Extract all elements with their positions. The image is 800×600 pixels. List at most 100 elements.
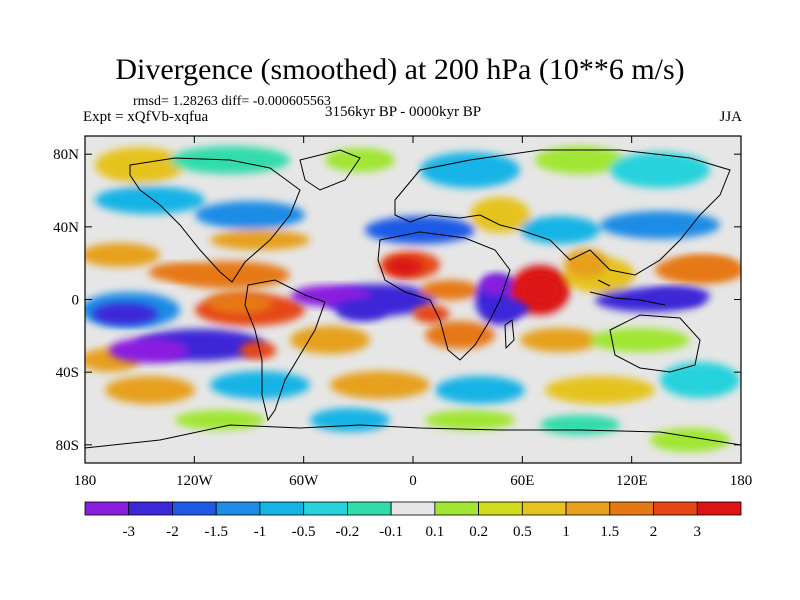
field-blob <box>195 201 305 229</box>
colorbar-label: 2 <box>650 524 658 540</box>
colorbar-swatch <box>653 501 698 516</box>
field-blob <box>175 410 265 430</box>
field-blob <box>420 280 480 300</box>
field-blob <box>650 428 730 452</box>
field-extreme <box>239 341 277 360</box>
colorbar-swatch <box>478 501 523 516</box>
field-blob <box>420 152 520 188</box>
field-blob <box>310 408 390 432</box>
field-blob <box>520 328 600 352</box>
season-label: JJA <box>719 109 742 125</box>
x-tick-label: 120W <box>176 473 214 489</box>
colorbar-swatch <box>521 501 567 516</box>
colorbar-label: 0.1 <box>425 524 444 540</box>
field-blobs <box>85 146 741 452</box>
field-blob <box>425 321 495 349</box>
y-tick-label: 80N <box>53 147 79 163</box>
x-tick-label: 60W <box>289 473 319 489</box>
field-blob <box>545 376 655 404</box>
field-blob <box>600 211 720 239</box>
stats-label: rmsd= 1.28263 diff= -0.000605563 <box>133 94 331 109</box>
field-blob <box>95 186 205 214</box>
colorbar-swatch <box>128 501 173 516</box>
colorbar-label: -2 <box>166 524 179 540</box>
colorbar-swatch <box>434 501 480 516</box>
colorbar-label: -0.2 <box>336 524 360 540</box>
colorbar-swatch <box>259 501 305 516</box>
field-blob <box>290 326 370 354</box>
colorbar-swatch <box>609 501 654 516</box>
colorbar-label: -3 <box>122 524 135 540</box>
coastline-greenland <box>299 149 361 191</box>
field-blob <box>85 243 160 267</box>
field-blob <box>590 328 690 352</box>
field-extreme <box>148 263 204 282</box>
colorbar-swatch <box>303 501 348 516</box>
field-extreme <box>480 274 510 296</box>
experiment-label: Expt = xQfVb-xqfua <box>83 109 209 125</box>
field-blob <box>535 146 625 174</box>
colorbar: -3 -2 -1.5 -1 -0.5 -0.2 -0.1 0.1 0.2 0.5 1 1.5 2 3 <box>84 501 742 540</box>
x-tick-label: 120E <box>616 473 648 489</box>
field-extremes <box>92 248 738 364</box>
field-blob <box>610 152 710 188</box>
field-blob <box>540 415 620 435</box>
x-axis: 180 120W 60W 0 60E 120E 180 <box>74 136 753 489</box>
colorbar-label: -1.5 <box>204 524 228 540</box>
colorbar-label: 1 <box>562 524 570 540</box>
y-axis: 80N 40N 0 40S 80S <box>53 147 741 454</box>
coastlines <box>85 149 741 449</box>
field-blob <box>330 371 430 399</box>
field-extreme <box>518 275 563 305</box>
colorbar-label: -0.1 <box>379 524 403 540</box>
colorbar-swatch <box>215 501 261 516</box>
colorbar-swatch <box>696 501 742 516</box>
colorbar-label: 0.5 <box>513 524 532 540</box>
colorbar-swatch <box>565 501 611 516</box>
x-tick-label: 0 <box>409 473 417 489</box>
x-tick-label: 180 <box>74 473 97 489</box>
field-extreme <box>413 304 450 324</box>
y-tick-label: 40N <box>53 220 79 236</box>
field-extreme <box>385 257 423 276</box>
field-blob <box>95 147 185 183</box>
field-blob <box>325 148 395 172</box>
colorbar-label: -1 <box>254 524 267 540</box>
field-extreme <box>644 286 711 305</box>
y-tick-label: 80S <box>56 438 79 454</box>
field-extreme <box>336 299 388 322</box>
chart-title: Divergence (smoothed) at 200 hPa (10**6 … <box>115 53 685 86</box>
field-blob <box>435 376 525 404</box>
field-extreme <box>92 303 158 325</box>
y-tick-label: 40S <box>56 365 79 381</box>
coastline-north-america <box>129 157 301 283</box>
coastline-madagascar <box>504 319 515 350</box>
field-extreme <box>671 255 738 278</box>
field-blob <box>470 197 530 233</box>
coastline-antarctica <box>85 424 741 449</box>
coastline-africa <box>377 231 511 361</box>
colorbar-swatch <box>172 501 217 516</box>
x-tick-label: 180 <box>730 473 753 489</box>
field-blob <box>660 362 740 398</box>
colorbar-swatch <box>84 501 130 516</box>
colorbar-swatch <box>346 501 392 516</box>
y-tick-label: 0 <box>72 293 80 309</box>
colorbar-label: -0.5 <box>292 524 316 540</box>
field-blob <box>105 376 195 404</box>
colorbar-label: 0.2 <box>469 524 488 540</box>
field-extreme <box>207 292 273 315</box>
x-tick-label: 60E <box>510 473 534 489</box>
field-blob <box>210 230 310 250</box>
coastline-south-america <box>244 279 326 422</box>
field-extreme <box>108 337 189 364</box>
field-blob <box>520 216 600 244</box>
coastline-indonesia <box>589 279 666 306</box>
colorbar-label: 3 <box>694 524 702 540</box>
field-blob <box>425 410 515 430</box>
colorbar-label: 1.5 <box>600 524 619 540</box>
colorbar-swatch <box>390 501 436 516</box>
field-blob <box>210 371 310 399</box>
